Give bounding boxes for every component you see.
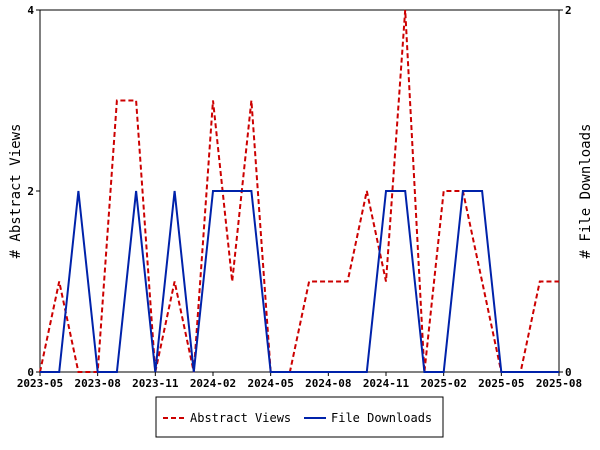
- x-tick-label: 2025-08: [536, 377, 582, 390]
- x-tick-label: 2023-11: [132, 377, 179, 390]
- x-tick-label: 2025-05: [478, 377, 524, 390]
- x-tick-label: 2024-05: [247, 377, 293, 390]
- right-axis-title: # File Downloads: [578, 124, 594, 259]
- right-y-tick-label: 2: [565, 4, 572, 17]
- left-y-tick-label: 4: [27, 4, 34, 17]
- left-axis-title: # Abstract Views: [8, 124, 24, 259]
- series-line-file-downloads: [40, 190, 559, 373]
- legend-box: [155, 396, 444, 438]
- plot-area: 2023-05 2023-08 2023-11 2024-02 2024-05 2024-…: [8, 4, 594, 390]
- x-tick-label: 2023-08: [74, 377, 120, 390]
- legend-label: Abstract Views: [190, 411, 291, 425]
- x-tick-label: 2024-11: [363, 377, 410, 390]
- left-y-tick-label: 2: [27, 185, 34, 198]
- legend: Abstract Views File Downloads: [155, 396, 444, 438]
- x-tick-label: 2025-02: [420, 377, 466, 390]
- x-tick-label: 2024-02: [190, 377, 236, 390]
- right-y-tick-label: 0: [565, 366, 572, 379]
- x-tick-label: 2024-08: [305, 377, 351, 390]
- left-y-tick-label: 0: [27, 366, 34, 379]
- legend-label: File Downloads: [331, 411, 432, 425]
- x-tick-label: 2023-05: [17, 377, 63, 390]
